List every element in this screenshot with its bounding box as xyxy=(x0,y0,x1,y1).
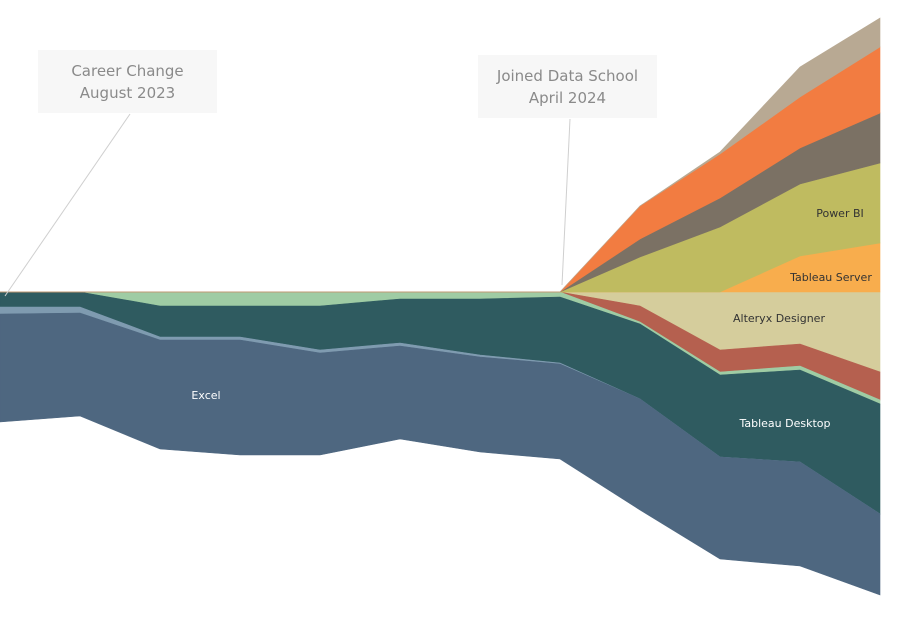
series-label: Alteryx Designer xyxy=(733,312,825,325)
series-label: Tableau Server xyxy=(789,271,872,284)
annotation-career-change: Career Change August 2023 xyxy=(38,50,217,113)
area-excel[interactable] xyxy=(0,312,881,596)
annotation-leader-career-change xyxy=(4,113,131,297)
annotation-line2: August 2023 xyxy=(79,83,176,102)
series-label: Excel xyxy=(191,389,220,402)
annotation-line1: Joined Data School xyxy=(496,66,639,85)
annotation-line1: Career Change xyxy=(71,61,184,80)
annotation-data-school: Joined Data School April 2024 xyxy=(478,55,657,118)
area-layers xyxy=(0,17,881,596)
series-label: Power BI xyxy=(816,207,864,220)
annotation-leader-data-school xyxy=(561,118,571,286)
series-label: Tableau Desktop xyxy=(738,417,830,430)
annotation-line2: April 2024 xyxy=(528,88,607,107)
series-labels: Alteryx Designer Tableau Desktop Excel Tabl… xyxy=(191,207,872,430)
area-series_above-4[interactable] xyxy=(0,17,881,293)
